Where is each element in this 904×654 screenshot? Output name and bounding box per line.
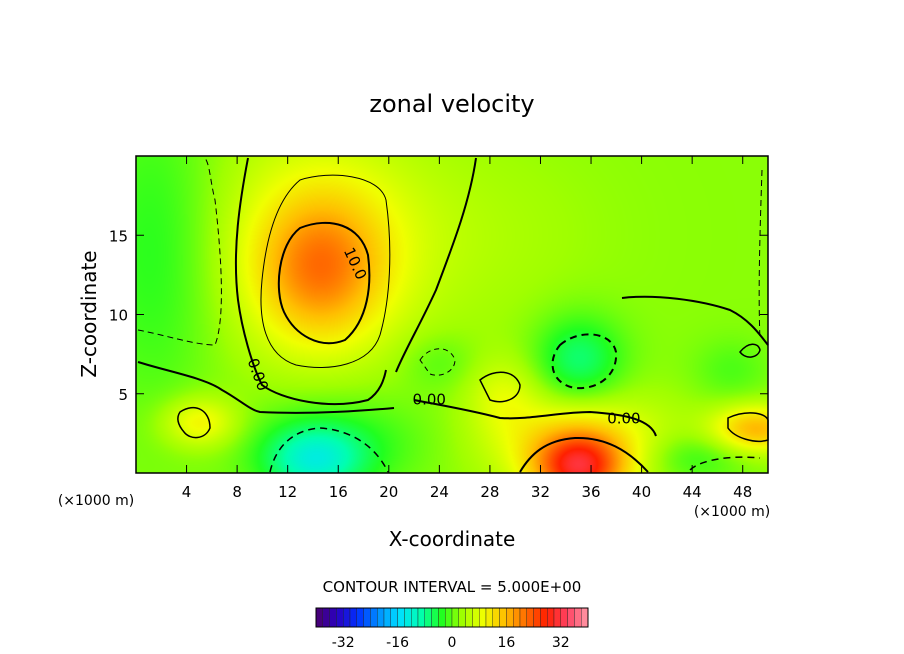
x-tick-label: 16 bbox=[329, 483, 348, 501]
colorbar-cell bbox=[431, 607, 439, 628]
colorbar-cell bbox=[445, 607, 453, 628]
contour-interval-text: CONTOUR INTERVAL = 5.000E+00 bbox=[323, 578, 582, 596]
colorbar-cell bbox=[411, 607, 419, 628]
contour-label: 0.00 bbox=[413, 391, 446, 409]
colorbar-cell bbox=[485, 607, 494, 628]
x-tick-label: 40 bbox=[632, 483, 651, 501]
colorbar-tick-label: 16 bbox=[497, 635, 515, 651]
plot-area: 10.00.000.000.00 4 8 12 16 20 24 28 32 36 40 44 485… bbox=[109, 155, 769, 501]
colorbar-cell bbox=[560, 607, 568, 628]
contour-0-lower-left bbox=[137, 361, 395, 414]
contour-pos-small-1 bbox=[479, 371, 521, 403]
colorbar-cell bbox=[553, 607, 562, 628]
x-tick-label: 4 bbox=[182, 483, 192, 501]
velocity-field bbox=[136, 156, 768, 473]
x-tick-label: 44 bbox=[683, 483, 702, 501]
colorbar-cell bbox=[492, 607, 500, 628]
colorbar-cell bbox=[424, 607, 432, 628]
colorbar-tick-label: 32 bbox=[552, 635, 570, 651]
colorbar-tick-label: 0 bbox=[448, 635, 457, 651]
colorbar-cell bbox=[458, 607, 466, 628]
colorbar-cell bbox=[451, 607, 460, 628]
colorbar-cell bbox=[547, 607, 555, 628]
contour-neg5-cyan bbox=[551, 333, 618, 390]
y-axis-title: Z-coordinate bbox=[77, 250, 101, 377]
y-tick-label: 15 bbox=[109, 227, 128, 245]
colorbar-cells bbox=[315, 607, 589, 628]
contour-neg-right-edge bbox=[758, 169, 763, 341]
colorbar-cell bbox=[370, 607, 378, 628]
colorbar-cell bbox=[417, 607, 426, 628]
colorbar-ticks: -32 -16 0 16 32 bbox=[332, 635, 570, 651]
colorbar-cell bbox=[390, 607, 398, 628]
x-axis-title: X-coordinate bbox=[389, 527, 516, 551]
colorbar-cell bbox=[533, 607, 541, 628]
colorbar-cell bbox=[506, 607, 514, 628]
colorbar: -32 -16 0 16 32 bbox=[315, 607, 589, 651]
contour-0-left bbox=[234, 157, 387, 406]
colorbar-cell bbox=[438, 607, 446, 628]
contour-pos-small-2 bbox=[739, 343, 761, 358]
contour-0-bottom-mid bbox=[519, 436, 649, 473]
colorbar-cell bbox=[499, 607, 507, 628]
colorbar-cell bbox=[383, 607, 392, 628]
contour-10-closed bbox=[277, 221, 371, 345]
colorbar-cell bbox=[513, 607, 521, 628]
colorbar-cell bbox=[363, 607, 371, 628]
x-tick-label: 8 bbox=[232, 483, 242, 501]
colorbar-frame bbox=[315, 607, 589, 628]
colorbar-cell bbox=[479, 607, 487, 628]
colorbar-cell bbox=[519, 607, 528, 628]
colorbar-cell bbox=[581, 607, 589, 628]
colorbar-tick-label: -32 bbox=[332, 635, 355, 651]
colorbar-cell bbox=[397, 607, 405, 628]
colorbar-tick-label: -16 bbox=[386, 635, 409, 651]
colorbar-cell bbox=[336, 607, 344, 628]
contour-neg-left-upper bbox=[137, 157, 222, 346]
contour-5-upper bbox=[260, 174, 391, 368]
x-tick-label: 36 bbox=[581, 483, 600, 501]
colorbar-cell bbox=[526, 607, 534, 628]
colorbar-cell bbox=[472, 607, 480, 628]
colorbar-cell bbox=[567, 607, 575, 628]
colorbar-cell bbox=[343, 607, 351, 628]
contour-pos-left-low bbox=[177, 407, 211, 439]
y-tick-label: 10 bbox=[109, 307, 128, 325]
colorbar-cell bbox=[356, 607, 364, 628]
x-tick-label: 20 bbox=[379, 483, 398, 501]
x-tick-label: 28 bbox=[480, 483, 499, 501]
colorbar-cell bbox=[574, 607, 582, 628]
colorbar-cell bbox=[329, 607, 337, 628]
colorbar-cell bbox=[322, 607, 330, 628]
colorbar-cell bbox=[404, 607, 412, 628]
contour-neg-right-lower bbox=[689, 456, 761, 471]
x-tick-label: 12 bbox=[278, 483, 297, 501]
x-unit-label-left: (×1000 m) bbox=[58, 493, 134, 509]
x-tick-label: 48 bbox=[733, 483, 752, 501]
chart-title: zonal velocity bbox=[369, 90, 534, 118]
contour-0-mid bbox=[413, 399, 657, 437]
x-tick-label: 24 bbox=[430, 483, 449, 501]
y-tick-label: 5 bbox=[118, 386, 128, 404]
x-tick-label: 32 bbox=[531, 483, 550, 501]
contour-0-right-upper bbox=[395, 157, 477, 373]
colorbar-cell bbox=[465, 607, 473, 628]
colorbar-cell bbox=[540, 607, 548, 628]
colorbar-cell bbox=[377, 607, 385, 628]
colorbar-cell bbox=[349, 607, 358, 628]
contour-neg5-lower bbox=[269, 427, 389, 473]
x-unit-label-right: (×1000 m) bbox=[694, 504, 770, 520]
contour-0-right bbox=[621, 295, 769, 346]
colorbar-cell bbox=[315, 607, 324, 628]
contour-label: 0.00 bbox=[607, 410, 640, 428]
